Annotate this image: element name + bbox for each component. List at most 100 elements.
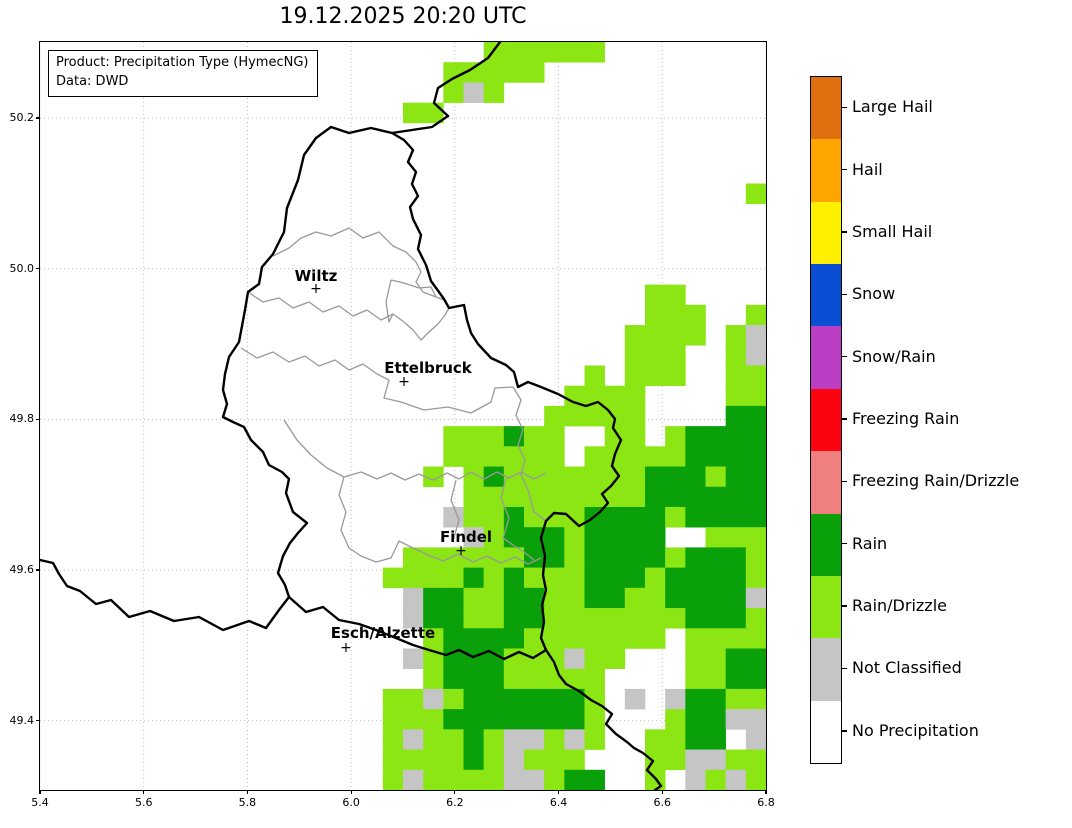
precip-cell bbox=[665, 506, 686, 528]
precip-cell bbox=[544, 587, 565, 609]
precip-cell bbox=[645, 527, 666, 548]
precip-cell bbox=[685, 304, 706, 326]
precip-cell bbox=[443, 82, 464, 103]
precip-cell bbox=[705, 688, 726, 710]
precip-cell bbox=[745, 325, 766, 346]
precip-cell bbox=[624, 385, 646, 407]
precip-cell bbox=[665, 587, 686, 609]
legend-tick-mark bbox=[841, 667, 847, 670]
precip-cell bbox=[584, 648, 605, 670]
precip-cell bbox=[423, 628, 444, 649]
y-tick-label: 50.2 bbox=[9, 111, 35, 125]
precip-cell bbox=[463, 688, 484, 710]
precip-cell bbox=[443, 769, 464, 790]
precip-cell bbox=[382, 567, 404, 589]
precip-cell bbox=[624, 506, 646, 528]
precip-cell bbox=[524, 587, 545, 609]
precip-cell bbox=[483, 486, 505, 508]
precip-cell bbox=[624, 547, 646, 568]
precip-cell bbox=[645, 547, 666, 568]
precip-cell bbox=[745, 527, 766, 548]
precip-cell bbox=[524, 628, 545, 649]
precip-cell bbox=[645, 446, 666, 467]
legend-item-label: Freezing Rain bbox=[852, 409, 960, 428]
x-tick-label: 6.2 bbox=[446, 796, 464, 809]
precip-cell bbox=[665, 284, 686, 306]
precip-cell bbox=[685, 426, 706, 447]
precip-cell bbox=[725, 709, 747, 730]
precip-cell bbox=[745, 385, 766, 407]
precip-cell bbox=[423, 769, 444, 790]
precip-cell bbox=[423, 608, 444, 629]
precip-cell bbox=[745, 587, 766, 609]
precip-cell bbox=[745, 547, 766, 568]
precip-cell bbox=[685, 466, 706, 488]
legend-color-swatch bbox=[811, 201, 841, 265]
y-tick-mark bbox=[36, 569, 40, 571]
precip-cell bbox=[685, 567, 706, 589]
precip-cell bbox=[483, 506, 505, 528]
precip-cell bbox=[705, 486, 726, 508]
precip-cell bbox=[705, 749, 726, 771]
precip-cell bbox=[725, 608, 747, 629]
precip-cell bbox=[624, 446, 646, 467]
precip-cell bbox=[665, 486, 686, 508]
precip-cell bbox=[483, 547, 505, 568]
precip-cell bbox=[544, 42, 565, 63]
legend-color-swatch bbox=[811, 326, 841, 389]
precip-cell bbox=[443, 749, 464, 771]
precip-cell bbox=[725, 405, 747, 427]
precip-cell bbox=[463, 729, 484, 750]
precip-cell bbox=[645, 628, 666, 649]
legend-item-label: Large Hail bbox=[852, 97, 933, 117]
precip-cell bbox=[645, 608, 666, 629]
precip-cell bbox=[624, 567, 646, 589]
precip-cell bbox=[584, 466, 605, 488]
precip-cell bbox=[564, 42, 585, 63]
precip-cell bbox=[463, 769, 484, 790]
precip-cell bbox=[584, 365, 605, 386]
precip-cell bbox=[524, 62, 545, 83]
precip-cell bbox=[483, 567, 505, 589]
precip-cell bbox=[645, 284, 666, 306]
district-border-line bbox=[512, 386, 547, 522]
precip-cell bbox=[564, 648, 585, 670]
precip-cell bbox=[544, 688, 565, 710]
precip-cell bbox=[745, 729, 766, 750]
precip-cell bbox=[624, 608, 646, 629]
precip-cell bbox=[544, 749, 565, 771]
x-tick-mark bbox=[246, 790, 249, 794]
precip-cell bbox=[463, 608, 484, 629]
precip-cell bbox=[584, 729, 605, 750]
precip-cell bbox=[544, 466, 565, 488]
x-tick-label: 6.4 bbox=[549, 796, 568, 809]
precip-cell bbox=[423, 587, 444, 609]
precip-cell bbox=[685, 749, 706, 771]
precip-cell bbox=[403, 729, 424, 750]
precip-cell bbox=[745, 567, 766, 589]
precip-cell bbox=[645, 506, 666, 528]
precip-cell bbox=[645, 587, 666, 609]
precip-cell bbox=[483, 709, 505, 730]
product-info-line1: Product: Precipitation Type (HymecNG) bbox=[56, 55, 309, 70]
precip-cell bbox=[564, 729, 585, 750]
precip-cell bbox=[403, 749, 424, 771]
precip-cell bbox=[705, 527, 726, 548]
precip-cell bbox=[685, 769, 706, 790]
district-border-line bbox=[283, 419, 547, 565]
precip-cell bbox=[665, 345, 686, 366]
precip-cell bbox=[403, 688, 424, 710]
precip-cell bbox=[604, 547, 626, 568]
precip-cell bbox=[705, 608, 726, 629]
precip-cell bbox=[544, 486, 565, 508]
legend-color-swatch bbox=[811, 388, 841, 452]
precip-cell bbox=[483, 82, 505, 103]
precip-cell bbox=[503, 769, 525, 790]
legend-item-label: Hail bbox=[852, 159, 883, 179]
precip-cell bbox=[624, 466, 646, 488]
precip-cell bbox=[745, 648, 766, 670]
precip-cell bbox=[624, 345, 646, 366]
precip-cell bbox=[483, 648, 505, 670]
precip-cell bbox=[544, 729, 565, 750]
